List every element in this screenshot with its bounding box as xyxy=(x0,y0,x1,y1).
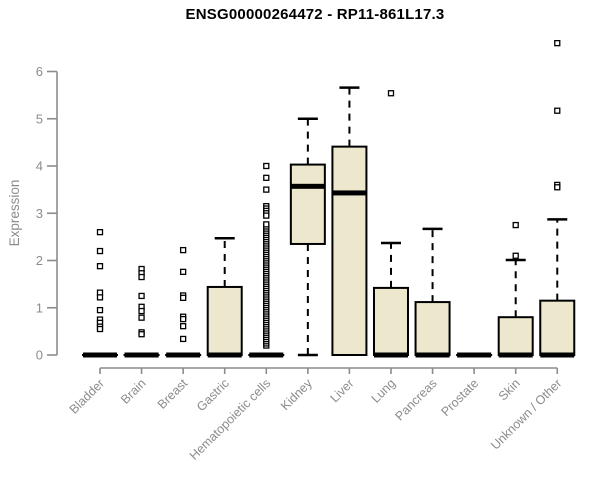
y-tick-label: 2 xyxy=(36,253,43,268)
outlier-point xyxy=(263,186,270,193)
median-line xyxy=(540,352,575,358)
median-line xyxy=(290,183,325,189)
x-category-label: Brain xyxy=(118,376,149,407)
outlier-point xyxy=(263,174,270,181)
outlier-point xyxy=(554,107,561,114)
y-tick-label: 1 xyxy=(36,300,43,315)
outlier-point xyxy=(138,292,145,300)
outlier-point xyxy=(179,315,187,323)
outlier-point xyxy=(138,273,145,281)
median-line xyxy=(166,352,201,358)
iqr-box xyxy=(414,301,451,356)
median-line xyxy=(332,190,367,196)
x-category-label: Hematopoietic cells xyxy=(187,376,274,463)
outlier-point xyxy=(138,307,145,315)
x-category-label: Bladder xyxy=(67,376,107,416)
outlier-point xyxy=(179,323,187,330)
outlier-point xyxy=(263,212,270,219)
outlier-point xyxy=(96,228,104,236)
outlier-point xyxy=(96,325,104,333)
iqr-box xyxy=(331,145,368,356)
median-line xyxy=(83,352,117,358)
y-axis: 0 1 2 3 4 5 6 xyxy=(36,64,58,363)
boxplot-skin xyxy=(497,221,534,358)
iqr-box xyxy=(289,163,326,245)
median-line xyxy=(373,352,408,358)
iqr-box xyxy=(206,285,243,356)
median-line xyxy=(415,352,450,358)
outlier-point xyxy=(138,331,145,338)
median-line xyxy=(207,352,242,358)
outlier-point xyxy=(138,314,145,321)
iqr-box xyxy=(372,286,409,356)
outlier-point xyxy=(96,306,104,314)
x-category-label: Breast xyxy=(155,376,191,412)
x-category-label: Prostate xyxy=(438,376,481,419)
outlier-point xyxy=(263,162,270,170)
x-category-label: Lung xyxy=(369,376,399,406)
outlier-point xyxy=(96,294,104,301)
boxplot-brain xyxy=(123,265,160,358)
outlier-point xyxy=(179,246,187,254)
outlier-point xyxy=(179,335,187,343)
outlier-point xyxy=(96,263,104,270)
boxplot-breast xyxy=(165,246,202,358)
x-category-label: Liver xyxy=(327,376,356,405)
outlier-point xyxy=(512,252,519,259)
outlier-point xyxy=(554,184,561,191)
outlier-point xyxy=(387,90,395,97)
boxplot-pancreas xyxy=(414,227,451,358)
y-tick-label: 0 xyxy=(36,348,43,363)
x-category-label: Pancreas xyxy=(392,376,439,423)
x-category-label: Kidney xyxy=(278,376,315,413)
outlier-point xyxy=(512,221,519,229)
boxplot-kidney xyxy=(289,117,326,357)
boxplot-hematopoietic-cells xyxy=(248,162,285,358)
x-category-label: Gastric xyxy=(194,376,232,414)
outlier-point xyxy=(179,294,187,301)
y-tick-label: 6 xyxy=(36,64,43,79)
outlier-point xyxy=(554,40,561,47)
outlier-point xyxy=(96,247,104,255)
boxplot-gastric xyxy=(206,237,243,358)
boxplot-unknown-other xyxy=(539,40,576,358)
y-tick-label: 4 xyxy=(36,159,43,174)
x-category-label: Unknown / Other xyxy=(488,376,564,452)
y-tick-label: 5 xyxy=(36,111,43,126)
x-category-label: Skin xyxy=(496,376,523,403)
boxplot-liver xyxy=(331,86,368,356)
iqr-box xyxy=(497,316,534,357)
boxplot-bladder xyxy=(82,228,118,358)
outlier-point xyxy=(263,221,270,228)
median-line xyxy=(457,352,492,358)
boxplot-prostate xyxy=(456,352,493,358)
median-line xyxy=(124,352,159,358)
y-tick-label: 3 xyxy=(36,206,43,221)
iqr-box xyxy=(539,299,576,357)
median-line xyxy=(249,352,284,358)
boxplot-lung xyxy=(372,90,409,358)
outlier-point xyxy=(179,268,187,275)
chart-title: ENSG00000264472 - RP11-861L17.3 xyxy=(185,6,445,23)
median-line xyxy=(498,352,533,358)
